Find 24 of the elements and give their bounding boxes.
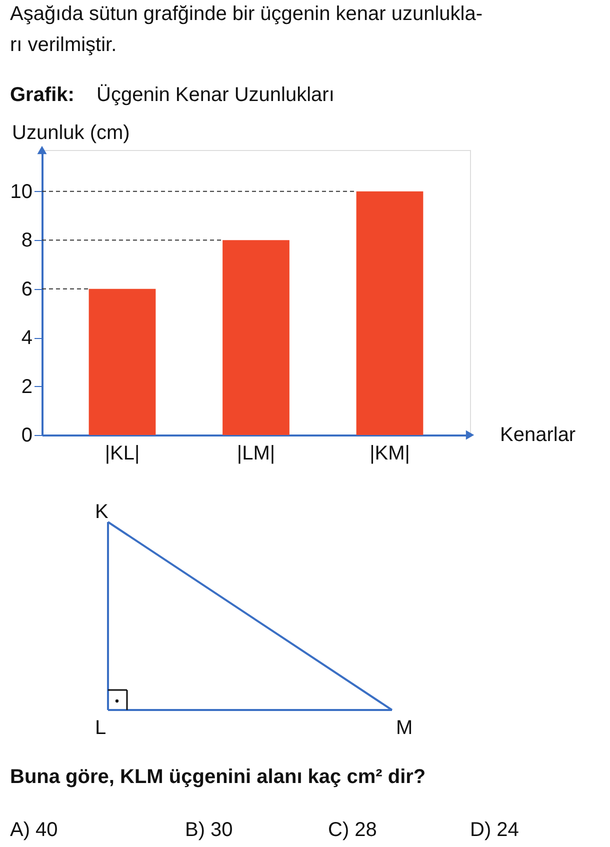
y-tick-label: 4 — [21, 327, 32, 350]
y-tick-label: 6 — [21, 278, 32, 300]
bar — [88, 288, 156, 435]
y-tick-label: 8 — [21, 230, 32, 252]
y-tick-label: 2 — [21, 376, 32, 398]
text: B) 30 — [185, 819, 233, 841]
y-tick-label: 0 — [21, 424, 32, 446]
x-tick-label: |KL| — [104, 442, 140, 464]
chart-title: Aşağıda sütun grafğinde bir üçgenin kenar uzunlukla- rı verilmiştir. — [10, 3, 483, 56]
y-tick-label: 10 — [10, 180, 32, 203]
text: A) 40 — [10, 819, 58, 841]
text: Buna göre, KLM üçgenini alanı kaç cm² dir? — [10, 766, 426, 788]
text: D) 24 — [470, 819, 519, 841]
chart-subtitle: Grafik: Üçgenin Kenar Uzunlukları — [10, 84, 334, 106]
bar — [222, 240, 290, 435]
text: C) 28 — [328, 819, 377, 841]
text: M — [396, 717, 413, 739]
bar — [356, 191, 424, 435]
x-axis-title: Kenarlar — [500, 424, 576, 446]
text: K — [95, 501, 109, 523]
x-tick-label: |KM| — [370, 442, 410, 464]
y-axis-title: Uzunluk (cm) — [12, 122, 130, 144]
x-tick-label: |LM| — [236, 442, 276, 464]
text: L — [95, 717, 106, 739]
